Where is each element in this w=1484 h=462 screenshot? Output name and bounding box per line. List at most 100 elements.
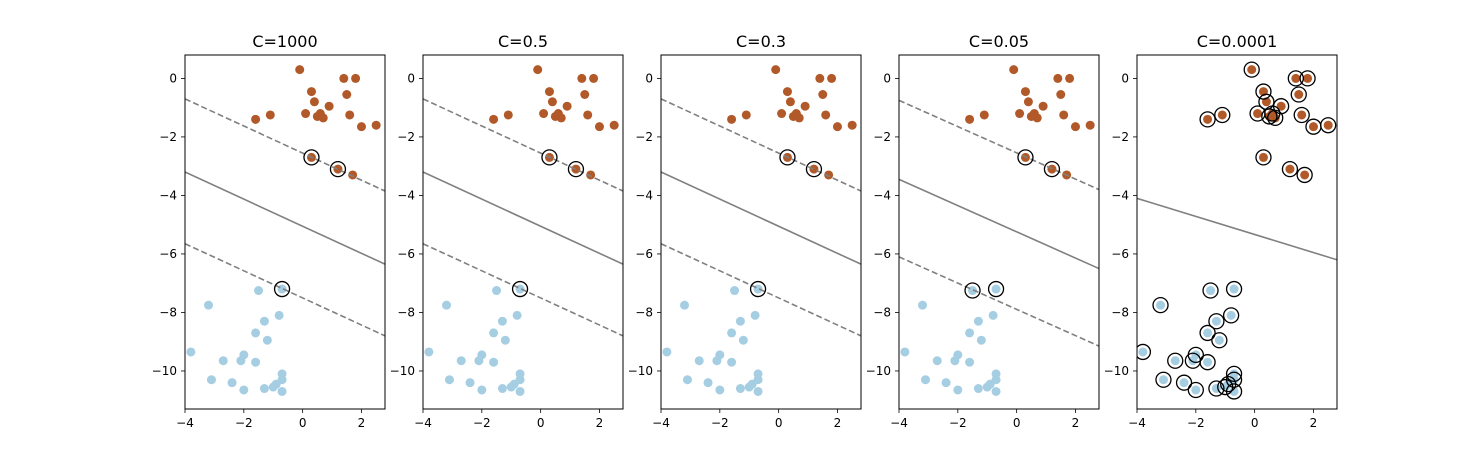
data-point-class-0 <box>950 356 960 366</box>
data-point-class-0 <box>227 378 237 388</box>
data-point-class-1 <box>309 97 319 107</box>
data-point-class-1 <box>1056 89 1066 99</box>
panel-4: C=0.05 −4 −2 0 2 0 −2 −4 −6 −8 −10 <box>866 32 1100 430</box>
data-point-class-1 <box>1258 152 1268 162</box>
data-point-class-0 <box>477 385 487 395</box>
margin-line-upper <box>899 99 1099 191</box>
panel-5: C=0.0001 −4 −2 0 2 0 −2 −4 −6 −8 −10 <box>1104 32 1338 430</box>
data-point-class-1 <box>832 122 842 132</box>
y-tick-label: 0 <box>883 71 891 85</box>
data-point-class-1 <box>533 65 543 75</box>
data-point-class-0 <box>251 357 261 367</box>
data-point-class-1 <box>586 170 596 180</box>
data-point-class-0 <box>932 356 942 366</box>
support-vector-ring <box>1211 332 1228 349</box>
y-tick-label: −8 <box>1111 305 1129 319</box>
data-point-class-0 <box>662 347 672 357</box>
data-point-class-0 <box>727 328 737 338</box>
data-point-class-0 <box>1226 310 1236 320</box>
x-tick-label: −4 <box>176 416 194 430</box>
support-vector-ring <box>987 280 1005 298</box>
data-point-class-1 <box>824 170 834 180</box>
data-point-class-0 <box>991 386 1001 396</box>
data-point-class-1 <box>1038 101 1048 111</box>
data-point-class-0 <box>268 382 278 392</box>
y-tick-label: −4 <box>635 188 653 202</box>
support-vector-ring <box>1267 109 1284 127</box>
data-point-class-1 <box>847 120 857 130</box>
support-vector-ring <box>1290 86 1307 103</box>
decision-boundary <box>423 171 623 265</box>
panel-title: C=0.3 <box>736 32 786 51</box>
x-tick-label: 0 <box>775 416 783 430</box>
data-point-class-1 <box>800 101 810 111</box>
data-point-class-1 <box>550 111 560 121</box>
support-vector-ring <box>541 149 558 166</box>
data-point-class-1 <box>1217 110 1227 120</box>
data-point-class-1 <box>809 164 819 174</box>
data-point-class-1 <box>356 122 366 132</box>
support-vector-ring <box>1293 106 1310 124</box>
data-point-class-1 <box>562 101 572 111</box>
data-point-class-0 <box>497 384 507 394</box>
data-point-class-0 <box>506 382 516 392</box>
data-point-class-0 <box>262 335 272 345</box>
y-tick-label: −8 <box>397 305 415 319</box>
margin-line-lower <box>423 242 623 337</box>
data-point-class-1 <box>594 122 604 132</box>
data-point-class-0 <box>1158 375 1168 385</box>
data-point-class-0 <box>204 300 214 310</box>
x-tick-label: 0 <box>1251 416 1259 430</box>
data-point-class-1 <box>301 109 311 119</box>
data-point-class-1 <box>324 101 334 111</box>
data-point-class-1 <box>351 73 361 83</box>
support-vector-ring <box>1199 111 1216 128</box>
data-point-class-0 <box>973 316 983 326</box>
data-point-class-0 <box>1214 335 1224 345</box>
data-point-class-1 <box>371 120 381 130</box>
data-point-class-0 <box>465 378 475 388</box>
data-point-class-1 <box>727 114 737 124</box>
data-point-class-0 <box>753 386 763 396</box>
data-point-class-1 <box>589 73 599 83</box>
data-point-class-0 <box>750 310 760 320</box>
support-vector-ring <box>1264 105 1281 122</box>
plot-area <box>185 65 385 396</box>
decision-boundary <box>1137 197 1337 261</box>
support-vector-ring <box>1017 149 1034 166</box>
y-tick-label: −6 <box>397 247 415 261</box>
decision-boundary <box>899 178 1099 270</box>
data-point-class-0 <box>500 335 510 345</box>
data-point-class-1 <box>1065 73 1075 83</box>
data-point-class-0 <box>982 382 992 392</box>
x-tick-label: −2 <box>949 416 967 430</box>
panel-title: C=0.0001 <box>1197 32 1278 51</box>
support-vector-ring <box>1296 166 1313 184</box>
data-point-class-1 <box>1276 101 1286 111</box>
support-vector-ring <box>303 149 320 166</box>
support-vector-ring <box>1217 378 1234 396</box>
support-vector-ring <box>1199 324 1216 342</box>
data-point-class-0 <box>1138 347 1148 357</box>
data-point-class-0 <box>1191 385 1201 395</box>
y-tick-label: −2 <box>159 130 177 144</box>
plot-area <box>423 65 623 396</box>
axes-frame <box>1136 54 1338 410</box>
margin-line-lower <box>899 256 1099 347</box>
data-point-class-0 <box>991 284 1001 294</box>
support-vector-ring <box>1225 383 1243 400</box>
x-tick-label: −2 <box>473 416 491 430</box>
data-point-class-0 <box>965 357 975 367</box>
y-tick-label: −2 <box>397 130 415 144</box>
data-point-class-1 <box>965 114 975 124</box>
panel-3: C=0.3 −4 −2 0 2 0 −2 −4 −6 −8 −10 <box>628 32 862 430</box>
data-point-class-0 <box>251 328 261 338</box>
data-point-class-0 <box>1206 286 1216 296</box>
x-tick-label: −4 <box>1128 416 1146 430</box>
margin-line-upper <box>185 98 385 192</box>
y-tick-label: −4 <box>1111 188 1129 202</box>
data-point-class-0 <box>900 347 910 357</box>
data-point-class-0 <box>274 310 284 320</box>
y-tick-label: −10 <box>866 364 891 378</box>
support-vector-ring <box>1199 354 1216 371</box>
